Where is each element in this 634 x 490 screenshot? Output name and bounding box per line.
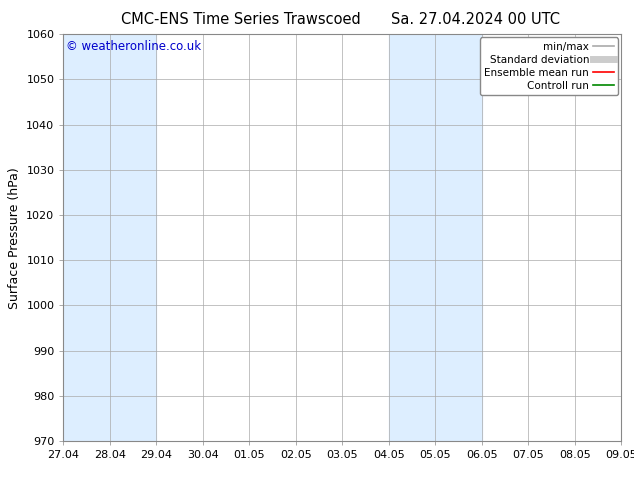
Text: Sa. 27.04.2024 00 UTC: Sa. 27.04.2024 00 UTC xyxy=(391,12,560,27)
Bar xyxy=(389,34,482,441)
Text: © weatheronline.co.uk: © weatheronline.co.uk xyxy=(66,40,202,53)
Y-axis label: Surface Pressure (hPa): Surface Pressure (hPa) xyxy=(8,167,21,309)
Legend: min/max, Standard deviation, Ensemble mean run, Controll run: min/max, Standard deviation, Ensemble me… xyxy=(480,37,618,95)
Bar xyxy=(63,34,157,441)
Text: CMC-ENS Time Series Trawscoed: CMC-ENS Time Series Trawscoed xyxy=(121,12,361,27)
